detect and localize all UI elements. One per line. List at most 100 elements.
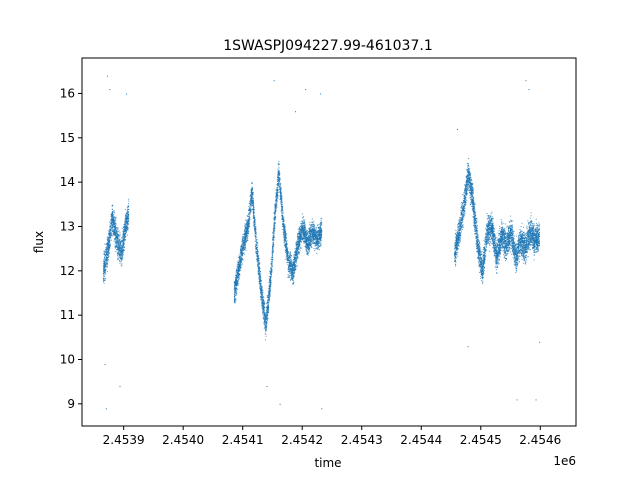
data-point <box>253 217 255 219</box>
data-point <box>304 222 306 224</box>
data-point <box>115 231 117 233</box>
data-point <box>295 260 297 262</box>
data-point <box>247 224 249 226</box>
data-point <box>309 228 311 230</box>
data-point <box>267 291 269 293</box>
data-point <box>242 253 244 254</box>
data-point <box>247 239 249 241</box>
data-point <box>263 302 265 304</box>
data-point <box>320 228 322 230</box>
data-point <box>124 239 126 241</box>
data-point <box>103 262 105 264</box>
data-point <box>251 199 253 201</box>
data-point <box>116 248 117 250</box>
data-point <box>279 192 281 194</box>
data-point <box>260 286 262 288</box>
data-point <box>306 238 308 240</box>
data-point <box>239 262 241 264</box>
data-point <box>121 259 123 261</box>
data-point <box>288 268 290 270</box>
data-point <box>116 232 118 234</box>
data-point <box>252 208 254 210</box>
data-point <box>251 186 253 188</box>
data-point <box>306 247 308 249</box>
data-point <box>109 235 111 237</box>
data-point <box>310 230 312 232</box>
data-point <box>268 287 270 289</box>
data-point <box>119 257 121 259</box>
data-point <box>289 260 291 262</box>
data-point <box>109 231 111 233</box>
data-point <box>273 234 275 236</box>
data-point <box>282 223 284 225</box>
data-point <box>311 229 313 231</box>
data-point <box>255 248 257 250</box>
data-point <box>277 183 279 185</box>
data-point <box>115 224 117 226</box>
data-point <box>127 213 129 215</box>
data-point <box>298 242 300 244</box>
data-point <box>303 242 305 244</box>
data-point <box>282 210 284 212</box>
data-point <box>237 267 239 269</box>
data-point <box>271 258 273 260</box>
data-point <box>251 195 253 197</box>
data-point <box>267 318 269 320</box>
data-point <box>309 236 311 238</box>
data-point <box>253 218 255 220</box>
data-point <box>121 247 123 249</box>
data-point <box>321 217 323 219</box>
data-point <box>266 314 268 316</box>
data-point <box>240 254 242 256</box>
data-point <box>107 243 109 245</box>
data-point <box>301 224 303 226</box>
data-point <box>255 245 257 247</box>
data-point <box>103 267 105 269</box>
data-point <box>248 221 250 223</box>
data-point <box>286 255 288 257</box>
data-point <box>310 236 312 238</box>
data-point <box>113 217 115 219</box>
data-point <box>241 254 243 256</box>
data-point <box>122 230 124 232</box>
data-point <box>293 271 295 273</box>
data-point <box>290 272 292 274</box>
data-point <box>293 254 295 256</box>
data-point <box>234 281 236 283</box>
data-point <box>109 246 111 248</box>
data-point <box>270 270 272 272</box>
data-point <box>248 213 249 215</box>
data-point <box>320 222 322 224</box>
data-point <box>265 314 267 316</box>
data-point <box>273 232 275 234</box>
data-point <box>260 299 262 301</box>
data-point <box>278 173 280 175</box>
data-point <box>300 234 302 236</box>
data-point <box>273 235 275 237</box>
data-point <box>313 224 315 226</box>
data-point <box>241 243 243 245</box>
data-point <box>288 268 290 270</box>
data-point <box>122 239 124 241</box>
data-point <box>117 227 119 229</box>
data-point <box>310 224 312 226</box>
data-point <box>120 241 122 243</box>
data-point <box>249 217 251 219</box>
data-point <box>246 240 248 242</box>
data-point <box>125 213 127 215</box>
data-point <box>250 192 252 194</box>
data-point <box>119 232 121 234</box>
data-point <box>107 254 109 256</box>
data-point <box>119 263 121 265</box>
data-point <box>125 216 127 218</box>
data-point <box>238 275 240 277</box>
data-point <box>253 205 255 207</box>
data-point <box>313 239 315 241</box>
data-point <box>295 246 297 248</box>
data-point <box>240 250 242 252</box>
data-point <box>113 220 115 222</box>
data-point <box>272 230 274 232</box>
data-point <box>284 241 286 243</box>
data-point <box>301 213 303 215</box>
data-point <box>103 275 105 276</box>
